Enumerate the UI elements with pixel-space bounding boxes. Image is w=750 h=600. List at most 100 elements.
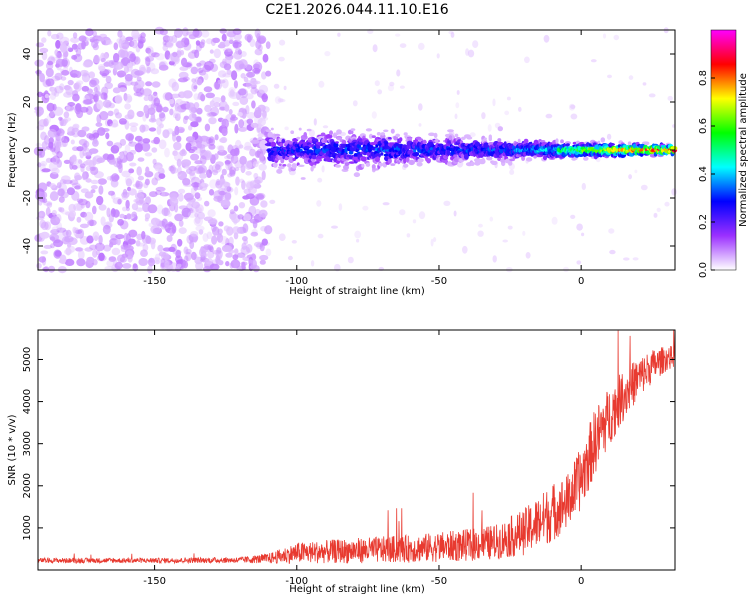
- spectrogram-cell: [322, 125, 329, 129]
- spectrogram-cell: [251, 100, 256, 109]
- spectrogram-cell: [217, 188, 228, 196]
- spectrogram-cell: [671, 146, 678, 151]
- spectrogram-cell: [38, 210, 46, 219]
- spectrogram-cell: [361, 163, 365, 168]
- spectrogram-x-tick-label: 0: [578, 276, 584, 287]
- spectrogram-cell: [150, 217, 160, 226]
- spectrogram-cell: [371, 164, 376, 170]
- spectrogram-cell: [35, 42, 45, 48]
- spectrogram-cell: [128, 122, 139, 127]
- spectrogram-cell: [185, 142, 192, 152]
- spectrogram-cell: [227, 173, 233, 178]
- spectrogram-cell: [138, 64, 146, 75]
- spectrogram-cell: [336, 129, 342, 135]
- snr-frame: [37, 329, 676, 571]
- spectrogram-cell: [597, 140, 601, 144]
- spectrogram-cell: [570, 113, 578, 120]
- spectrogram-cell: [119, 213, 125, 219]
- spectrogram-cell: [129, 53, 137, 62]
- spectrogram-cell: [310, 260, 315, 267]
- spectrogram-cell: [389, 81, 395, 87]
- spectrogram-cell: [306, 128, 312, 132]
- spectrogram-cell: [188, 200, 194, 206]
- spectrogram-cell: [228, 91, 239, 100]
- spectrogram-cell: [196, 167, 206, 174]
- spectrogram-cell: [255, 194, 265, 201]
- spectrogram-cell: [185, 168, 193, 175]
- spectrogram-cell: [113, 52, 120, 63]
- spectrogram-cell: [135, 180, 144, 190]
- spectrogram-cell: [153, 136, 161, 145]
- spectrogram-cell: [171, 81, 179, 92]
- spectrogram-cell: [238, 126, 248, 132]
- spectrogram-cell: [178, 77, 188, 83]
- spectrogram-cell: [368, 133, 373, 139]
- spectrogram-cell: [71, 165, 78, 170]
- spectrogram-cell: [35, 106, 44, 116]
- spectrogram-cell: [521, 156, 526, 161]
- spectrogram-cell: [155, 186, 166, 192]
- spectrogram-cell: [329, 130, 333, 136]
- spectrogram-cell: [98, 204, 107, 211]
- spectrogram-cell: [145, 81, 153, 87]
- spectrogram-cell: [375, 144, 379, 148]
- spectrogram-cell: [399, 137, 403, 142]
- spectrogram-cell: [170, 167, 179, 174]
- spectrogram-cell: [218, 70, 227, 78]
- spectrogram-cell: [81, 126, 90, 132]
- spectrogram-cell: [117, 198, 122, 205]
- spectrogram-cell: [97, 178, 107, 185]
- spectrogram-cell: [371, 135, 376, 139]
- spectrogram-cell: [563, 266, 569, 273]
- spectrogram-cell: [466, 136, 473, 140]
- spectrogram-cell: [121, 170, 131, 178]
- spectrogram-cell: [75, 247, 83, 252]
- spectrogram-cell: [190, 231, 199, 237]
- spectrogram-cell: [35, 142, 42, 148]
- spectrogram-cell: [61, 69, 70, 76]
- spectrogram-cell: [151, 52, 160, 58]
- spectrogram-cell: [297, 164, 305, 167]
- spectrogram-cell: [324, 51, 331, 57]
- spectrogram-x-ticks: -150 -100 -50 0: [143, 30, 584, 287]
- spectrogram-cell: [250, 259, 257, 269]
- spectrogram-cell: [454, 113, 458, 120]
- spectrogram-cell: [232, 226, 241, 235]
- spectrogram-cell: [55, 52, 63, 59]
- spectrogram-cell: [78, 159, 83, 165]
- spectrogram-cell: [223, 63, 232, 71]
- spectrogram-cell: [643, 141, 650, 146]
- spectrogram-cell: [462, 245, 468, 254]
- spectrogram-cell: [545, 113, 553, 119]
- spectrogram-cell: [164, 50, 171, 60]
- spectrogram-cell: [109, 123, 119, 128]
- spectrogram-cell: [613, 34, 620, 41]
- spectrogram-cell: [296, 136, 301, 140]
- spectrogram-cell: [230, 148, 238, 156]
- spectrogram-cell: [144, 152, 153, 157]
- spectrogram-cell: [213, 101, 221, 108]
- spectrogram-cell: [38, 199, 43, 206]
- spectrogram-cell: [50, 229, 60, 235]
- spectrogram-cell: [158, 173, 166, 180]
- spectrogram-cell: [41, 51, 48, 61]
- spectrogram-cell: [48, 161, 59, 172]
- spectrogram-cell: [360, 156, 367, 162]
- spectrogram-cell: [272, 162, 278, 168]
- spectrogram-cell: [147, 49, 155, 57]
- spectrogram-cell: [229, 169, 236, 177]
- spectrogram-cell: [291, 163, 297, 169]
- spectrogram-cell: [71, 43, 78, 50]
- spectrogram-cell: [90, 185, 98, 190]
- spectrogram-cell: [183, 246, 189, 255]
- spectrogram-cell: [75, 184, 82, 190]
- spectrogram-cell: [352, 156, 359, 161]
- spectrogram-cell: [249, 38, 256, 48]
- spectrogram-cell: [224, 159, 232, 165]
- spectrogram-cell: [56, 182, 62, 189]
- spectrogram-cell: [204, 123, 211, 132]
- spectrogram-cell: [70, 139, 75, 145]
- spectrogram-cell: [61, 175, 71, 182]
- spectrogram-cell: [608, 228, 615, 234]
- spectrogram-cell: [115, 234, 125, 240]
